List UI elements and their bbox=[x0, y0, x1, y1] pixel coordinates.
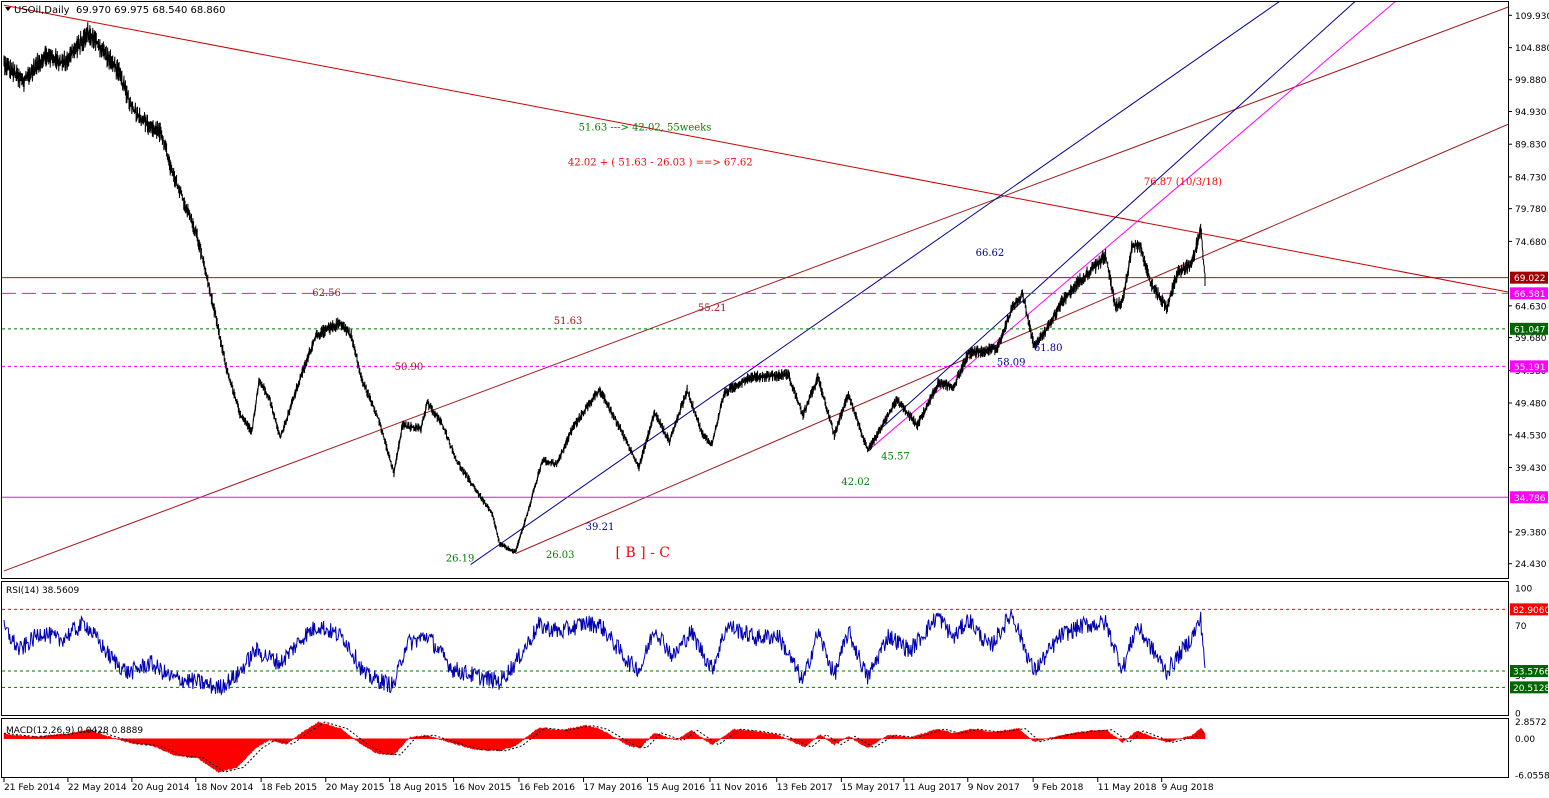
price-tick-label: 79.780 bbox=[1515, 205, 1547, 215]
price-tick-label: 109.930 bbox=[1515, 12, 1549, 22]
time-tick-label: 18 Nov 2014 bbox=[196, 783, 254, 793]
price-annotation: 26.19 bbox=[446, 553, 475, 564]
trend-line bbox=[867, 2, 1396, 452]
macd-signal-line bbox=[4, 721, 1206, 773]
price-annotation: 62.56 bbox=[312, 288, 341, 299]
time-tick-label: 11 Aug 2017 bbox=[904, 783, 962, 793]
price-tag-box bbox=[1510, 287, 1548, 300]
rsi-tick-label: 70 bbox=[1515, 622, 1527, 632]
trend-line bbox=[3, 4, 1508, 293]
time-tick-label: 18 Aug 2015 bbox=[390, 783, 448, 793]
time-tick-label: 16 Feb 2016 bbox=[519, 783, 575, 793]
macd-tick-label: 0.00 bbox=[1515, 735, 1535, 745]
macd-tick-label: -6.0558 bbox=[1515, 771, 1549, 781]
rsi-pane-frame bbox=[1, 581, 1509, 716]
rsi-label: RSI(14) 38.5609 bbox=[6, 586, 79, 596]
price-tag-label: 34.786 bbox=[1514, 494, 1546, 504]
time-tick-label: 20 Aug 2014 bbox=[132, 783, 190, 793]
trend-line bbox=[515, 123, 1508, 555]
price-tick-label: 64.630 bbox=[1515, 302, 1547, 312]
chart-title: USOil,Daily bbox=[14, 5, 70, 16]
time-tick-label: 9 Aug 2018 bbox=[1162, 783, 1214, 793]
price-tick-label: 29.380 bbox=[1515, 528, 1547, 538]
time-tick-label: 11 May 2018 bbox=[1098, 783, 1157, 793]
price-annotation: 26.03 bbox=[546, 550, 575, 561]
time-tick-label: 15 May 2017 bbox=[841, 783, 900, 793]
price-annotation: 42.02 bbox=[841, 477, 870, 488]
macd-pane-frame bbox=[1, 718, 1509, 778]
symbol-dropdown-icon[interactable] bbox=[5, 7, 11, 11]
time-tick-label: 22 May 2014 bbox=[68, 783, 127, 793]
rsi-tag-box bbox=[1510, 603, 1548, 616]
price-tick-label: 24.430 bbox=[1515, 560, 1547, 570]
price-tick-label: 59.680 bbox=[1515, 334, 1547, 344]
time-tick-label: 16 Nov 2015 bbox=[454, 783, 512, 793]
main-pane-frame bbox=[1, 1, 1509, 579]
wave-label: [ B ] - C bbox=[616, 545, 670, 561]
price-annotation: 58.09 bbox=[997, 358, 1026, 369]
time-tick-label: 15 Aug 2016 bbox=[647, 783, 705, 793]
price-annotation: 51.63 ---> 42.02, 55weeks bbox=[579, 122, 712, 133]
price-tick-label: 49.480 bbox=[1515, 400, 1547, 410]
price-annotation: 76.87 (10/3/18) bbox=[1144, 177, 1222, 188]
rsi-tag-box bbox=[1510, 681, 1548, 694]
price-tick-label: 74.680 bbox=[1515, 238, 1547, 248]
time-tick-label: 13 Feb 2017 bbox=[777, 783, 833, 793]
time-tick-label: 17 May 2016 bbox=[584, 783, 643, 793]
trend-line bbox=[470, 2, 1280, 565]
price-tag-label: 61.047 bbox=[1514, 325, 1546, 335]
time-tick-label: 11 Nov 2016 bbox=[710, 783, 768, 793]
price-annotation: 45.57 bbox=[881, 451, 910, 462]
price-annotation: 39.21 bbox=[586, 522, 615, 533]
price-annotation: 50.90 bbox=[395, 362, 424, 373]
rsi-tag-label: 20.5128 bbox=[1513, 684, 1549, 694]
price-series bbox=[3, 22, 1206, 554]
price-tick-label: 104.880 bbox=[1515, 44, 1549, 54]
macd-label: MACD(12,26,9) 0.0428 0.8889 bbox=[6, 726, 143, 736]
price-tag-box bbox=[1510, 491, 1548, 504]
price-annotation: 55.21 bbox=[698, 303, 727, 314]
price-tick-label: 44.530 bbox=[1515, 431, 1547, 441]
rsi-tick-label: 0 bbox=[1515, 710, 1521, 720]
price-tag-box bbox=[1510, 271, 1548, 284]
rsi-line bbox=[3, 610, 1206, 697]
price-tick-label: 99.880 bbox=[1515, 76, 1547, 86]
price-annotation: 61.80 bbox=[1034, 343, 1063, 354]
time-tick-label: 18 Feb 2015 bbox=[261, 783, 317, 793]
time-tick-label: 21 Feb 2014 bbox=[4, 783, 60, 793]
trend-line bbox=[3, 6, 1508, 572]
price-tick-label: 39.430 bbox=[1515, 464, 1547, 474]
macd-tick-label: 2.8572 bbox=[1515, 718, 1547, 728]
price-annotation: 42.02 + ( 51.63 - 26.03 ) ==> 67.62 bbox=[568, 158, 753, 169]
price-annotation: 66.62 bbox=[976, 248, 1005, 259]
price-tick-label: 84.730 bbox=[1515, 173, 1547, 183]
time-tick-label: 20 May 2015 bbox=[326, 783, 385, 793]
chart-ohlc: 69.970 69.975 68.540 68.860 bbox=[76, 5, 226, 16]
rsi-tag-label: 82.9060 bbox=[1513, 606, 1549, 616]
price-tag-box bbox=[1510, 322, 1548, 335]
rsi-tag-label: 33.5766 bbox=[1513, 668, 1549, 678]
trend-line bbox=[880, 2, 1356, 429]
time-tick-label: 9 Feb 2018 bbox=[1033, 783, 1084, 793]
price-tick-label: 89.830 bbox=[1515, 141, 1547, 151]
price-annotation: 51.63 bbox=[554, 316, 583, 327]
price-tick-label: 94.930 bbox=[1515, 108, 1547, 118]
price-tag-label: 69.022 bbox=[1514, 274, 1546, 284]
rsi-tag-box bbox=[1510, 665, 1548, 678]
time-tick-label: 9 Nov 2017 bbox=[968, 783, 1020, 793]
price-tag-box bbox=[1510, 360, 1548, 373]
macd-histogram bbox=[3, 721, 1206, 773]
price-tag-label: 55.191 bbox=[1514, 363, 1546, 373]
rsi-tick-label: 100 bbox=[1515, 585, 1532, 595]
price-tag-label: 66.581 bbox=[1514, 290, 1546, 300]
